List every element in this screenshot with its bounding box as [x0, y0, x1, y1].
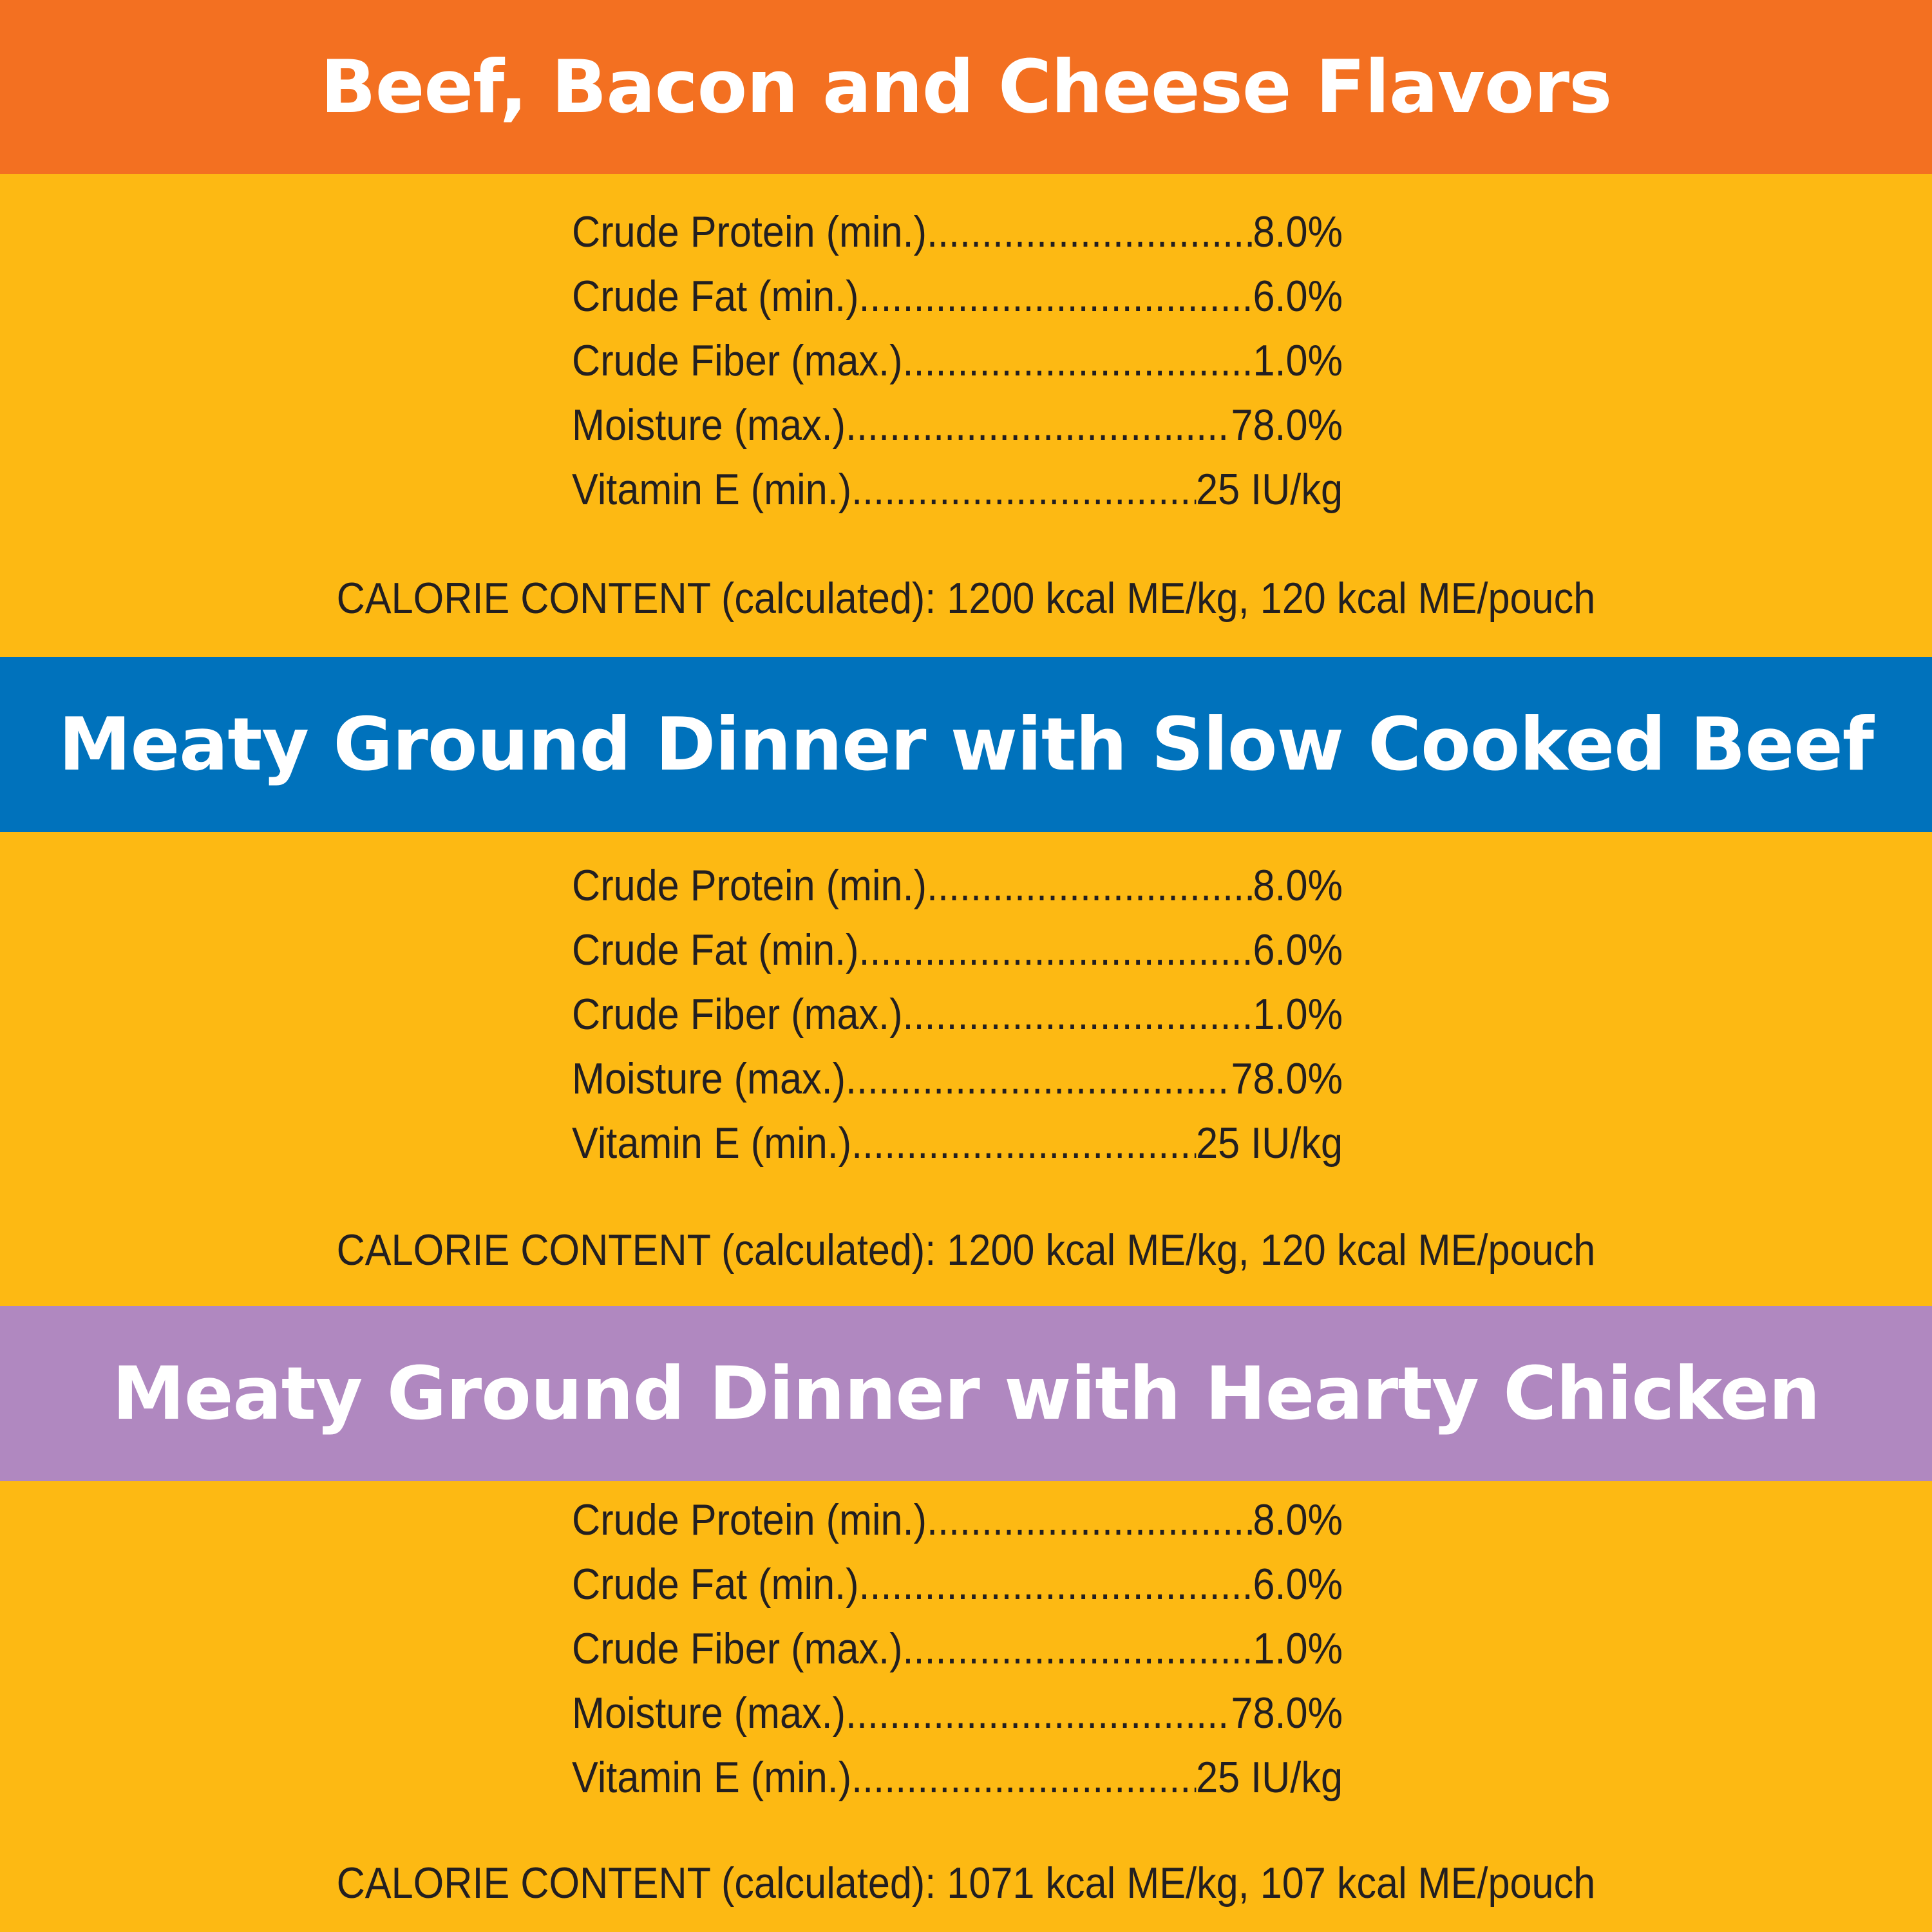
analysis-row: Moisture (max.) 78.0% — [572, 1681, 1343, 1745]
row-value: 78.0% — [1231, 1054, 1343, 1103]
row-label: Crude Fiber (max.) — [572, 336, 903, 385]
analysis-row: Crude Fat (min.) 6.0% — [572, 1552, 1343, 1616]
row-label: Moisture (max.) — [572, 1689, 846, 1738]
analysis-row: Vitamin E (min.) 25 IU/kg — [572, 1745, 1343, 1810]
row-value: 6.0% — [1253, 1560, 1343, 1609]
row-label: Crude Protein (min.) — [572, 207, 927, 256]
calorie-text: CALORIE CONTENT (calculated): 1200 kcal … — [336, 574, 1596, 623]
dot-leader — [851, 464, 1196, 515]
row-label: Vitamin E (min.) — [572, 1753, 852, 1802]
analysis-row: Crude Protein (min.) 8.0% — [572, 1488, 1343, 1552]
dot-leader — [851, 1752, 1196, 1803]
row-value: 1.0% — [1253, 990, 1343, 1039]
row-value: 8.0% — [1253, 861, 1343, 910]
section-1-calorie-content: CALORIE CONTENT (calculated): 1200 kcal … — [0, 573, 1932, 623]
section-2-analysis: Crude Protein (min.) 8.0% Crude Fat (min.… — [572, 853, 1358, 1175]
row-value: 8.0% — [1253, 1495, 1343, 1544]
dot-leader — [927, 860, 1253, 911]
dot-leader — [846, 400, 1231, 450]
row-label: Crude Fiber (max.) — [572, 1624, 903, 1673]
row-value: 25 IU/kg — [1196, 465, 1343, 514]
row-value: 1.0% — [1253, 336, 1343, 385]
dot-leader — [846, 1054, 1231, 1104]
row-value: 6.0% — [1253, 272, 1343, 321]
section-1-title: Beef, Bacon and Cheese Flavors — [320, 44, 1613, 129]
row-label: Crude Protein (min.) — [572, 1495, 927, 1544]
dot-leader — [903, 1624, 1253, 1674]
dot-leader — [903, 989, 1253, 1039]
row-label: Crude Fiber (max.) — [572, 990, 903, 1039]
section-1-analysis: Crude Protein (min.) 8.0% Crude Fat (min.… — [572, 200, 1358, 522]
analysis-row: Moisture (max.) 78.0% — [572, 1046, 1343, 1111]
section-3-banner: Meaty Ground Dinner with Hearty Chicken — [0, 1306, 1932, 1481]
section-3-analysis: Crude Protein (min.) 8.0% Crude Fat (min.… — [572, 1488, 1358, 1810]
section-3-title: Meaty Ground Dinner with Hearty Chicken — [112, 1351, 1820, 1436]
dot-leader — [903, 336, 1253, 386]
row-label: Crude Protein (min.) — [572, 861, 927, 910]
section-3-calorie-content: CALORIE CONTENT (calculated): 1071 kcal … — [0, 1858, 1932, 1908]
analysis-row: Crude Protein (min.) 8.0% — [572, 853, 1343, 918]
row-value: 78.0% — [1231, 401, 1343, 450]
calorie-text: CALORIE CONTENT (calculated): 1200 kcal … — [336, 1226, 1596, 1274]
analysis-row: Crude Fiber (max.) 1.0% — [572, 328, 1343, 393]
calorie-text: CALORIE CONTENT (calculated): 1071 kcal … — [336, 1859, 1596, 1908]
section-2-title: Meaty Ground Dinner with Slow Cooked Bee… — [59, 702, 1874, 787]
analysis-row: Crude Fiber (max.) 1.0% — [572, 982, 1343, 1046]
row-label: Crude Fat (min.) — [572, 1560, 859, 1609]
row-label: Crude Fat (min.) — [572, 925, 859, 974]
dot-leader — [927, 207, 1253, 257]
dot-leader — [859, 925, 1253, 975]
row-label: Crude Fat (min.) — [572, 272, 859, 321]
row-label: Vitamin E (min.) — [572, 465, 852, 514]
row-label: Moisture (max.) — [572, 401, 846, 450]
row-label: Moisture (max.) — [572, 1054, 846, 1103]
dot-leader — [846, 1688, 1231, 1738]
section-2-calorie-content: CALORIE CONTENT (calculated): 1200 kcal … — [0, 1225, 1932, 1275]
analysis-row: Crude Fat (min.) 6.0% — [572, 918, 1343, 982]
row-value: 25 IU/kg — [1196, 1119, 1343, 1168]
row-value: 8.0% — [1253, 207, 1343, 256]
analysis-row: Vitamin E (min.) 25 IU/kg — [572, 1111, 1343, 1175]
analysis-row: Vitamin E (min.) 25 IU/kg — [572, 457, 1343, 522]
analysis-row: Crude Fiber (max.) 1.0% — [572, 1616, 1343, 1681]
row-value: 1.0% — [1253, 1624, 1343, 1673]
row-value: 25 IU/kg — [1196, 1753, 1343, 1802]
dot-leader — [927, 1495, 1253, 1545]
dot-leader — [851, 1118, 1196, 1168]
section-2-banner: Meaty Ground Dinner with Slow Cooked Bee… — [0, 657, 1932, 832]
analysis-row: Crude Protein (min.) 8.0% — [572, 200, 1343, 264]
analysis-row: Moisture (max.) 78.0% — [572, 393, 1343, 457]
row-value: 78.0% — [1231, 1689, 1343, 1738]
section-1-banner: Beef, Bacon and Cheese Flavors — [0, 0, 1932, 174]
row-label: Vitamin E (min.) — [572, 1119, 852, 1168]
dot-leader — [859, 271, 1253, 321]
analysis-row: Crude Fat (min.) 6.0% — [572, 264, 1343, 328]
row-value: 6.0% — [1253, 925, 1343, 974]
dot-leader — [859, 1559, 1253, 1609]
